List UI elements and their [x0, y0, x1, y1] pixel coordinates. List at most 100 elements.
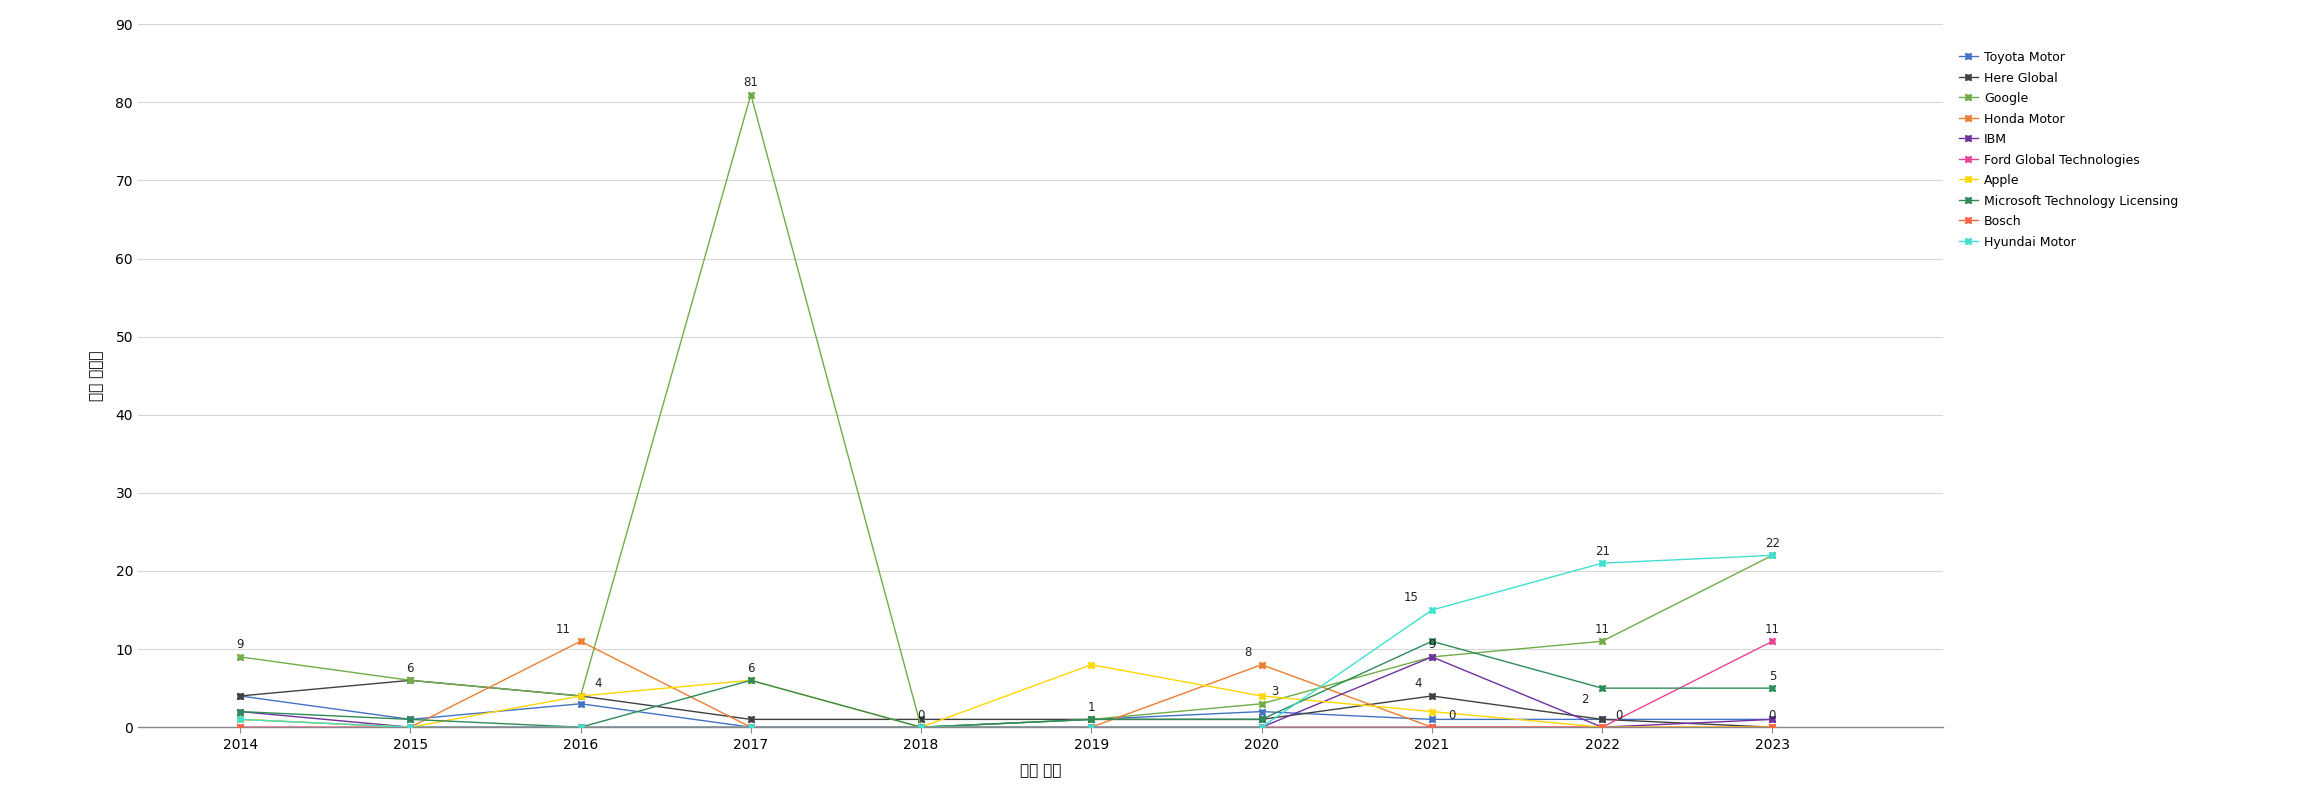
Here Global [225, 691, 253, 701]
Bosch [395, 722, 423, 732]
Hyundai Motor [1248, 722, 1276, 732]
Toyota Motor [1589, 714, 1616, 724]
Honda Motor [908, 722, 936, 732]
Text: 0: 0 [1448, 709, 1455, 722]
Text: 3: 3 [1271, 685, 1278, 698]
Apple [738, 675, 766, 685]
Here Global [908, 714, 936, 724]
Here Global [1248, 714, 1276, 724]
Google [568, 691, 595, 701]
Apple [395, 722, 423, 732]
Text: 4: 4 [1414, 677, 1423, 690]
Ford Global Technologies [1078, 722, 1106, 732]
Apple [1248, 691, 1276, 701]
Y-axis label: 거래 특허수: 거래 특허수 [90, 351, 103, 401]
Ford Global Technologies [225, 722, 253, 732]
Line: IBM: IBM [237, 653, 1777, 731]
Text: 21: 21 [1596, 545, 1609, 558]
Text: 81: 81 [743, 76, 759, 89]
Line: Bosch: Bosch [237, 723, 1777, 731]
Google [1589, 637, 1616, 646]
Here Global [1759, 722, 1786, 732]
X-axis label: 거래 연도: 거래 연도 [1021, 763, 1060, 778]
Text: 15: 15 [1405, 591, 1418, 604]
Bosch [1589, 722, 1616, 732]
Apple [908, 722, 936, 732]
IBM [1589, 722, 1616, 732]
Line: Apple: Apple [237, 661, 1777, 731]
Apple [1078, 660, 1106, 670]
Bosch [225, 722, 253, 732]
Text: 11: 11 [556, 623, 570, 636]
Apple [1759, 722, 1786, 732]
Honda Motor [225, 714, 253, 724]
IBM [908, 722, 936, 732]
Google [738, 90, 766, 99]
Microsoft Technology Licensing [1418, 637, 1446, 646]
Line: Google: Google [237, 90, 1777, 731]
Hyundai Motor [568, 722, 595, 732]
Honda Motor [568, 637, 595, 646]
Microsoft Technology Licensing [225, 707, 253, 717]
Text: 2: 2 [1582, 693, 1589, 706]
Google [395, 675, 423, 685]
Bosch [1078, 722, 1106, 732]
Here Global [568, 691, 595, 701]
Text: 6: 6 [407, 662, 414, 675]
Line: Here Global: Here Global [237, 676, 1777, 731]
Google [1418, 652, 1446, 662]
Apple [225, 714, 253, 724]
Ford Global Technologies [395, 722, 423, 732]
Microsoft Technology Licensing [395, 714, 423, 724]
Here Global [1589, 714, 1616, 724]
Text: 0: 0 [1768, 709, 1777, 722]
Honda Motor [738, 722, 766, 732]
Hyundai Motor [738, 722, 766, 732]
Hyundai Motor [1418, 605, 1446, 615]
Text: 9: 9 [237, 638, 244, 651]
Bosch [1759, 722, 1786, 732]
IBM [1759, 714, 1786, 724]
Honda Motor [1248, 660, 1276, 670]
Honda Motor [1759, 722, 1786, 732]
Line: Honda Motor: Honda Motor [237, 638, 1777, 731]
Text: 0: 0 [1616, 709, 1623, 722]
Ford Global Technologies [1759, 637, 1786, 646]
Hyundai Motor [225, 714, 253, 724]
Honda Motor [1418, 722, 1446, 732]
IBM [395, 722, 423, 732]
Text: 22: 22 [1766, 537, 1779, 549]
Legend: Toyota Motor, Here Global, Google, Honda Motor, IBM, Ford Global Technologies, A: Toyota Motor, Here Global, Google, Honda… [1952, 44, 2184, 255]
Microsoft Technology Licensing [1589, 684, 1616, 693]
Bosch [738, 722, 766, 732]
Text: 11: 11 [1766, 623, 1779, 636]
Toyota Motor [225, 691, 253, 701]
Microsoft Technology Licensing [738, 675, 766, 685]
Text: 11: 11 [1596, 623, 1609, 636]
Bosch [908, 722, 936, 732]
Bosch [568, 722, 595, 732]
Text: 9: 9 [1428, 638, 1435, 651]
Toyota Motor [738, 722, 766, 732]
Bosch [1248, 722, 1276, 732]
Here Global [395, 675, 423, 685]
Line: Hyundai Motor: Hyundai Motor [237, 551, 1777, 731]
Line: Toyota Motor: Toyota Motor [237, 692, 1777, 731]
Ford Global Technologies [1248, 722, 1276, 732]
Bosch [1418, 722, 1446, 732]
Toyota Motor [1248, 707, 1276, 717]
Apple [1418, 707, 1446, 717]
Ford Global Technologies [908, 722, 936, 732]
Here Global [738, 714, 766, 724]
IBM [1078, 722, 1106, 732]
Ford Global Technologies [1589, 722, 1616, 732]
Google [1078, 714, 1106, 724]
Microsoft Technology Licensing [1759, 684, 1786, 693]
Toyota Motor [1759, 714, 1786, 724]
IBM [1418, 652, 1446, 662]
Ford Global Technologies [738, 722, 766, 732]
Line: Ford Global Technologies: Ford Global Technologies [237, 638, 1777, 731]
Honda Motor [1589, 722, 1616, 732]
Microsoft Technology Licensing [908, 722, 936, 732]
Google [1248, 699, 1276, 709]
